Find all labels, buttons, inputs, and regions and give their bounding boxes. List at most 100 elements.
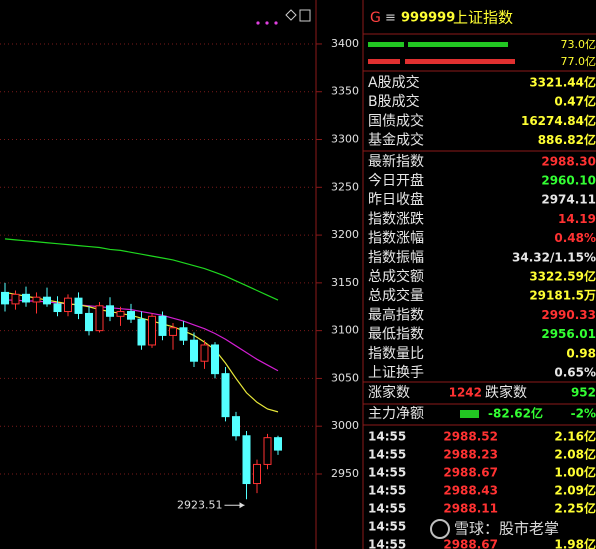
- y-tick-label: 3300: [331, 133, 359, 146]
- row-label: B股成交: [368, 93, 420, 110]
- candle-body: [232, 416, 240, 437]
- diamond-icon[interactable]: [285, 9, 297, 21]
- y-tick-label: 3000: [331, 419, 359, 432]
- row-label: 基金成交: [368, 132, 424, 149]
- bar-segment: [368, 59, 400, 64]
- watermark-logo: [430, 519, 450, 539]
- row-label: 指数涨跌: [368, 211, 424, 227]
- y-tick-label: 3250: [331, 180, 359, 193]
- row-label: 最新指数: [368, 154, 424, 170]
- dot: [274, 21, 278, 25]
- annotation: 2923.51: [177, 498, 223, 511]
- bar-value: 77.0亿: [561, 55, 596, 68]
- tick-volume: 1.00亿: [554, 465, 596, 480]
- breadth-label: 跌家数: [485, 384, 527, 401]
- candle-body: [64, 297, 72, 313]
- tick-volume: 2.08亿: [554, 447, 596, 462]
- row-label: 指数涨幅: [368, 231, 424, 247]
- row-value: 886.82亿: [538, 132, 596, 147]
- y-tick-label: 3150: [331, 276, 359, 289]
- row-label: 上证换手: [368, 364, 424, 381]
- candle-body: [85, 312, 93, 332]
- row-value: 2956.01: [541, 327, 596, 341]
- row-value: 0.48%: [554, 231, 596, 245]
- bar-segment: [405, 59, 515, 64]
- row-label: A股成交: [368, 74, 420, 91]
- tick-price: 2988.43: [443, 484, 498, 498]
- candle-body: [242, 435, 251, 485]
- flow-bar: [460, 410, 479, 418]
- candle-body: [95, 305, 104, 332]
- row-value: 2974.11: [541, 193, 596, 207]
- tick-price: 2988.52: [443, 430, 498, 444]
- tick-time: 14:55: [368, 538, 406, 549]
- tick-time: 14:55: [368, 448, 406, 462]
- y-tick-label: 2950: [331, 467, 359, 480]
- y-tick-label: 3100: [331, 324, 359, 337]
- row-value: 34.32/1.15%: [512, 250, 596, 264]
- row-label: 指数振幅: [368, 250, 424, 266]
- tick-price: 2988.67: [443, 538, 498, 549]
- candle-body: [43, 296, 51, 305]
- candle-body: [263, 437, 272, 465]
- tick-time: 14:55: [368, 520, 406, 534]
- candle-body: [179, 327, 188, 341]
- candle-body: [274, 437, 282, 451]
- candle-body: [32, 296, 41, 303]
- row-label: 国债成交: [368, 112, 424, 129]
- breadth-value: 1242: [449, 386, 482, 400]
- watermark: 雪球：股市老掌: [454, 520, 559, 538]
- candle-body: [190, 339, 198, 362]
- candle-body: [116, 311, 125, 317]
- tick-time: 14:55: [368, 484, 406, 498]
- header-name: 上证指数: [453, 9, 513, 27]
- candle-body: [53, 303, 62, 313]
- header-icon[interactable]: G: [370, 10, 381, 26]
- row-value: 0.98: [566, 346, 596, 360]
- bar-segment: [408, 42, 508, 47]
- candle-body: [221, 373, 230, 418]
- dot: [265, 21, 269, 25]
- y-tick-label: 3400: [331, 37, 359, 50]
- row-label: 昨日收盘: [368, 191, 424, 208]
- header-menu[interactable]: ≡: [385, 11, 396, 26]
- candle-body: [22, 293, 30, 303]
- bar-value: 73.0亿: [561, 38, 596, 51]
- flow-label: 主力净额: [368, 406, 424, 422]
- tick-volume: 2.25亿: [554, 501, 596, 516]
- tick-time: 14:55: [368, 430, 406, 444]
- candle-body: [11, 293, 20, 305]
- candle-body: [1, 291, 9, 305]
- header-code: 999999: [401, 11, 455, 26]
- row-value: 2990.33: [541, 308, 596, 322]
- tick-price: 2988.11: [443, 502, 498, 516]
- candle-body: [74, 297, 83, 314]
- row-label: 指数量比: [368, 346, 424, 362]
- candle-body: [253, 463, 261, 485]
- y-tick-label: 3050: [331, 371, 359, 384]
- flow-pct: -2%: [571, 407, 596, 421]
- window-icon[interactable]: [299, 9, 311, 22]
- tick-time: 14:55: [368, 502, 406, 516]
- row-value: 16274.84亿: [521, 113, 596, 128]
- tick-volume: 2.16亿: [554, 429, 596, 444]
- tick-price: 2988.23: [443, 448, 498, 462]
- y-tick-label: 3200: [331, 228, 359, 241]
- row-value: 3321.44亿: [529, 75, 596, 90]
- row-label: 最低指数: [368, 327, 424, 343]
- ma-line: [4, 238, 279, 301]
- chart-toolbar: [256, 9, 311, 25]
- quote-panel: G ≡ 999999 上证指数 73.0亿 77.0亿 涨家数 1242 跌家数…: [363, 9, 596, 549]
- row-label: 最高指数: [368, 306, 424, 323]
- row-label: 总成交额: [368, 268, 424, 285]
- breadth-label: 涨家数: [368, 384, 410, 401]
- row-label: 总成交量: [368, 287, 424, 304]
- row-value: 0.65%: [554, 366, 596, 380]
- breadth-value: 952: [571, 386, 596, 400]
- tick-time: 14:55: [368, 466, 406, 480]
- candle-body: [106, 305, 114, 317]
- annotation-arrowhead: [239, 502, 245, 509]
- row-value: 2988.30: [541, 154, 596, 168]
